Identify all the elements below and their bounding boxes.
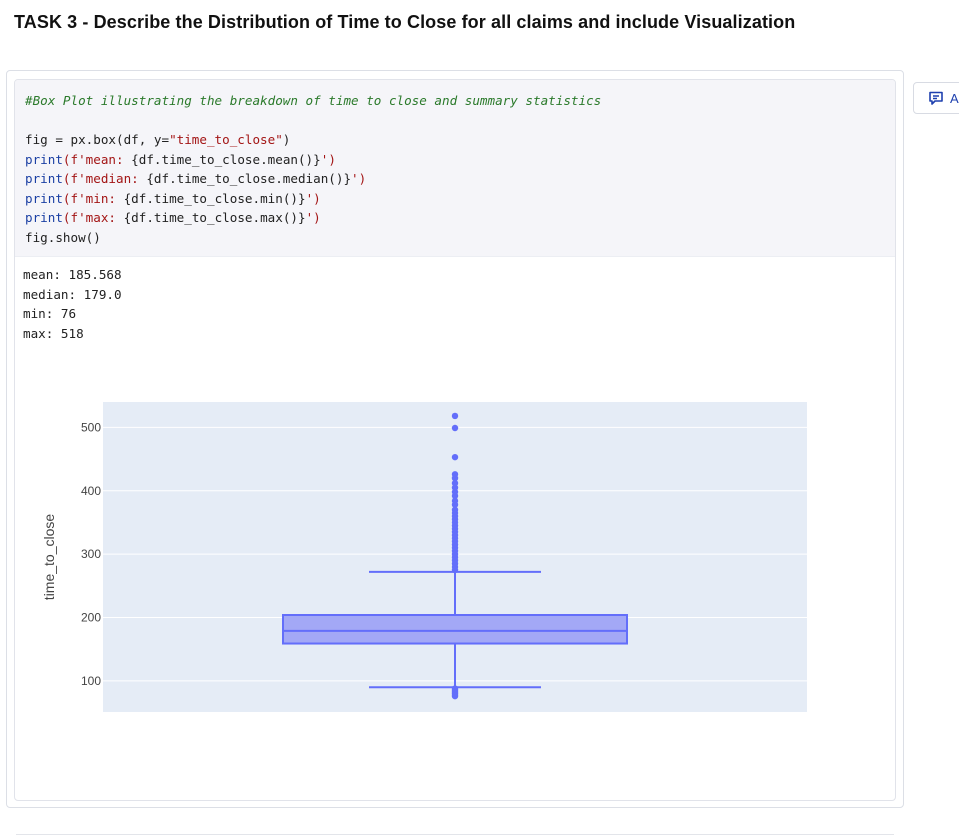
- code-editor[interactable]: #Box Plot illustrating the breakdown of …: [15, 80, 895, 257]
- outlier-points[interactable]: [451, 412, 459, 700]
- code-token: (f'max:: [62, 210, 124, 225]
- code-token: {df.time_to_close.median()}: [146, 171, 352, 186]
- output-line: median: 179.0: [23, 286, 122, 302]
- box-trace[interactable]: [282, 570, 628, 689]
- outlier-point: [451, 484, 459, 491]
- code-block[interactable]: #Box Plot illustrating the breakdown of …: [25, 91, 601, 247]
- code-token: {df.time_to_close.max()}: [123, 210, 306, 225]
- code-token: (f'median:: [62, 171, 147, 186]
- code-token: (f'mean:: [62, 151, 132, 167]
- code-token: print: [25, 171, 63, 186]
- outlier-point: [451, 424, 459, 432]
- comment-icon: [929, 91, 943, 105]
- code-token: fig.show(): [25, 229, 101, 245]
- code-token: "time_to_close": [169, 132, 283, 147]
- code-comment: #Box Plot illustrating the breakdown of …: [25, 93, 602, 108]
- code-token: {df.time_to_close.mean()}: [131, 151, 321, 167]
- y-tick-label: 300: [81, 547, 101, 561]
- output-line: max: 518: [23, 325, 84, 341]
- y-tick-label: 500: [81, 420, 101, 434]
- code-token: print: [25, 151, 63, 167]
- comment-button-label: A: [950, 90, 959, 106]
- cell-output: mean: 185.568 median: 179.0 min: 76 max:…: [23, 265, 122, 343]
- outlier-point: [451, 412, 459, 420]
- box-plot-chart[interactable]: 100 200 300 400 500 time_to_close: [14, 380, 874, 785]
- output-line: min: 76: [23, 306, 77, 321]
- code-token: {df.time_to_close.min()}: [123, 190, 306, 206]
- next-cell-border: [16, 834, 894, 835]
- code-token: fig = px.box(df, y=: [25, 132, 170, 147]
- output-line: mean: 185.568: [23, 267, 122, 282]
- outlier-point: [451, 453, 459, 461]
- y-axis-label: time_to_close: [41, 514, 57, 601]
- comment-button[interactable]: A: [913, 82, 959, 114]
- outlier-point: [451, 479, 459, 487]
- outlier-point: [451, 488, 459, 496]
- code-token: '): [351, 171, 367, 186]
- code-token: print: [25, 190, 63, 206]
- iqr-box: [282, 614, 628, 645]
- code-line: print(f'median: {df.time_to_close.median…: [25, 171, 366, 186]
- code-token: '): [305, 190, 321, 206]
- code-token: ): [282, 132, 291, 147]
- code-line: fig = px.box(df, y="time_to_close"): [25, 132, 290, 147]
- y-tick-label: 200: [81, 611, 101, 625]
- outlier-point: [451, 497, 459, 505]
- y-tick-label: 400: [81, 484, 101, 498]
- task-title: TASK 3 - Describe the Distribution of Ti…: [14, 12, 796, 32]
- code-line: fig.show(): [25, 230, 101, 245]
- y-tick-labels: 100 200 300 400 500: [81, 420, 101, 688]
- code-token: '): [320, 151, 336, 167]
- outlier-point: [451, 506, 459, 513]
- y-tick-label: 100: [81, 674, 101, 688]
- code-line: print(f'max: {df.time_to_close.max()}'): [25, 210, 321, 225]
- code-token: print: [25, 210, 63, 225]
- outlier-point: [451, 471, 459, 478]
- code-token: (f'min:: [62, 190, 124, 206]
- code-token: '): [305, 210, 321, 225]
- code-line: print(f'min: {df.time_to_close.min()}'): [25, 191, 321, 206]
- code-line: print(f'mean: {df.time_to_close.mean()}'…: [25, 152, 336, 167]
- outlier-point: [451, 685, 459, 692]
